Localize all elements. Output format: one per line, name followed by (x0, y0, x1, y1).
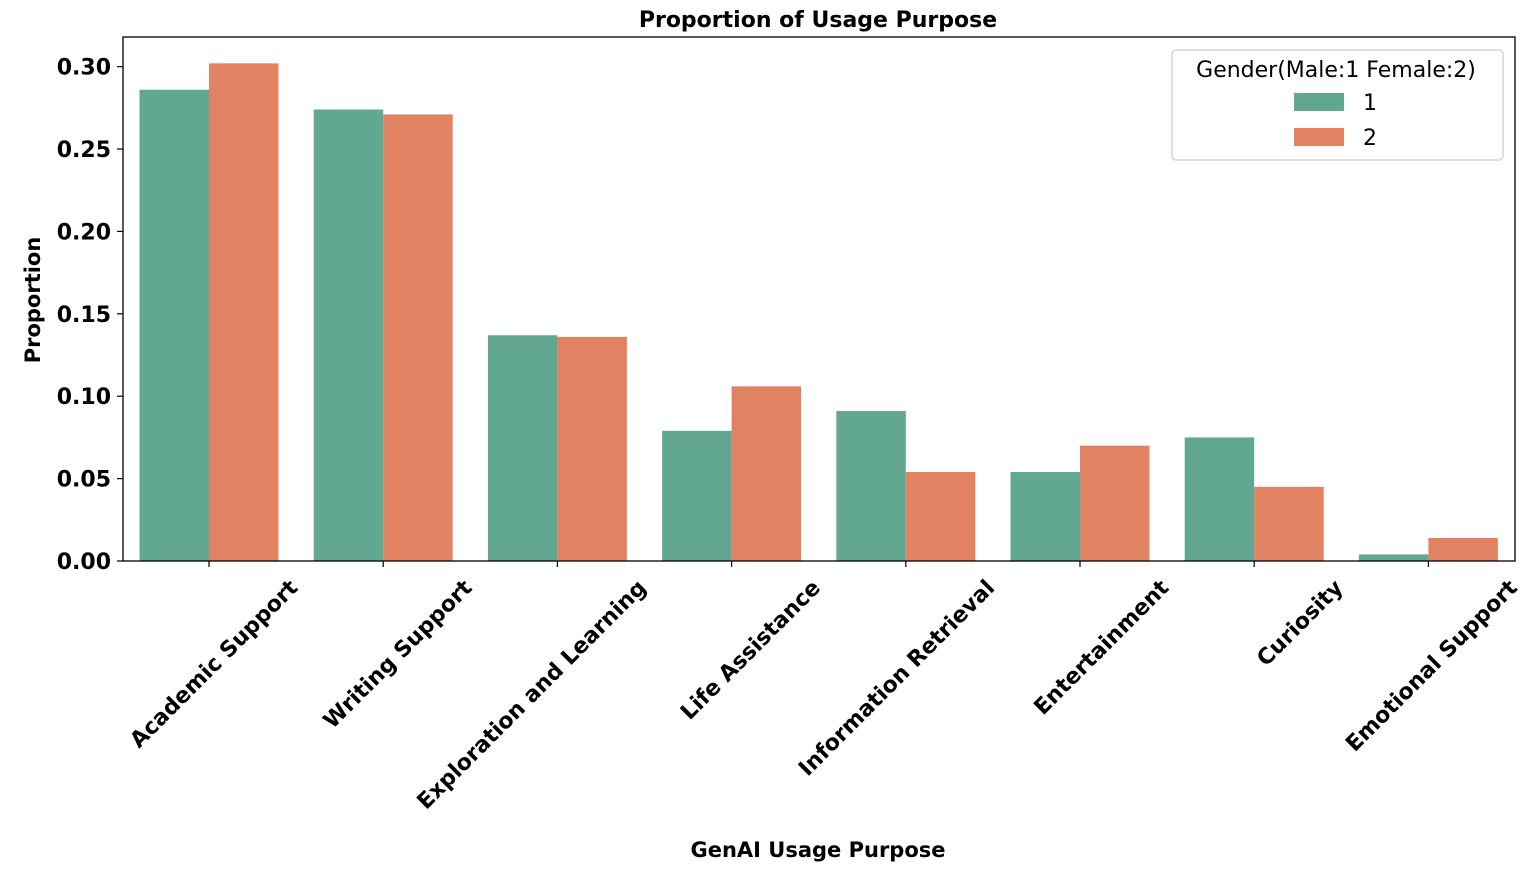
legend-swatch-series-1 (1294, 93, 1344, 111)
y-tick-label: 0.20 (57, 220, 111, 245)
legend-title: Gender(Male:1 Female:2) (1196, 58, 1476, 83)
legend-swatch-series-2 (1294, 128, 1344, 146)
bar-series-1-life-assistance (662, 430, 732, 561)
y-axis: 0.00 0.05 0.10 0.15 0.20 0.25 0.30 (57, 56, 123, 575)
x-tick-label: Entertainment (1030, 575, 1175, 720)
bar-series-2-writing-support (383, 114, 453, 561)
y-tick-label: 0.15 (57, 303, 111, 328)
bar-series-2-exploration-and-learning (557, 336, 627, 561)
x-tick-label: Curiosity (1252, 576, 1348, 672)
bar-series-2-entertainment (1080, 445, 1150, 561)
y-tick-label: 0.10 (57, 385, 111, 410)
chart-title: Proportion of Usage Purpose (639, 8, 997, 33)
y-tick-label: 0.25 (57, 138, 111, 163)
legend-label-series-1: 1 (1363, 91, 1377, 116)
x-tick-label: Life Assistance (676, 576, 826, 726)
x-tick-label: Academic Support (126, 575, 304, 753)
bar-series-1-curiosity (1184, 437, 1255, 561)
bar-series-1-entertainment (1010, 472, 1080, 561)
y-tick-label: 0.00 (57, 550, 111, 575)
y-axis-label: Proportion (21, 237, 45, 364)
bar-series-2-emotional-support (1428, 537, 1498, 561)
x-axis-label: GenAI Usage Purpose (690, 838, 945, 862)
bar-series-2-information-retrieval (905, 472, 976, 561)
bar-series-1-writing-support (313, 109, 384, 561)
plot-frame (122, 36, 1516, 562)
x-axis: Academic Support Writing SupportExplorati… (126, 561, 1523, 815)
bar-series-1-information-retrieval (836, 411, 906, 561)
legend: Gender(Male:1 Female:2) 1 2 (1171, 49, 1504, 161)
bar-series-1-academic-support (139, 89, 209, 561)
bar-series-1-emotional-support (1358, 554, 1429, 561)
bar-series-2-academic-support (209, 63, 279, 562)
x-tick-label: Writing Support (319, 575, 478, 734)
bars-layer (139, 63, 1498, 562)
y-tick-label: 0.30 (57, 56, 111, 81)
x-tick-label: Emotional Support (1341, 575, 1523, 757)
y-tick-label: 0.05 (57, 468, 111, 493)
bar-series-2-life-assistance (731, 386, 802, 561)
bar-series-2-curiosity (1254, 486, 1324, 561)
legend-label-series-2: 2 (1363, 126, 1377, 151)
x-tick-label: Information Retrieval (794, 576, 1000, 782)
bar-series-1-exploration-and-learning (487, 335, 558, 561)
